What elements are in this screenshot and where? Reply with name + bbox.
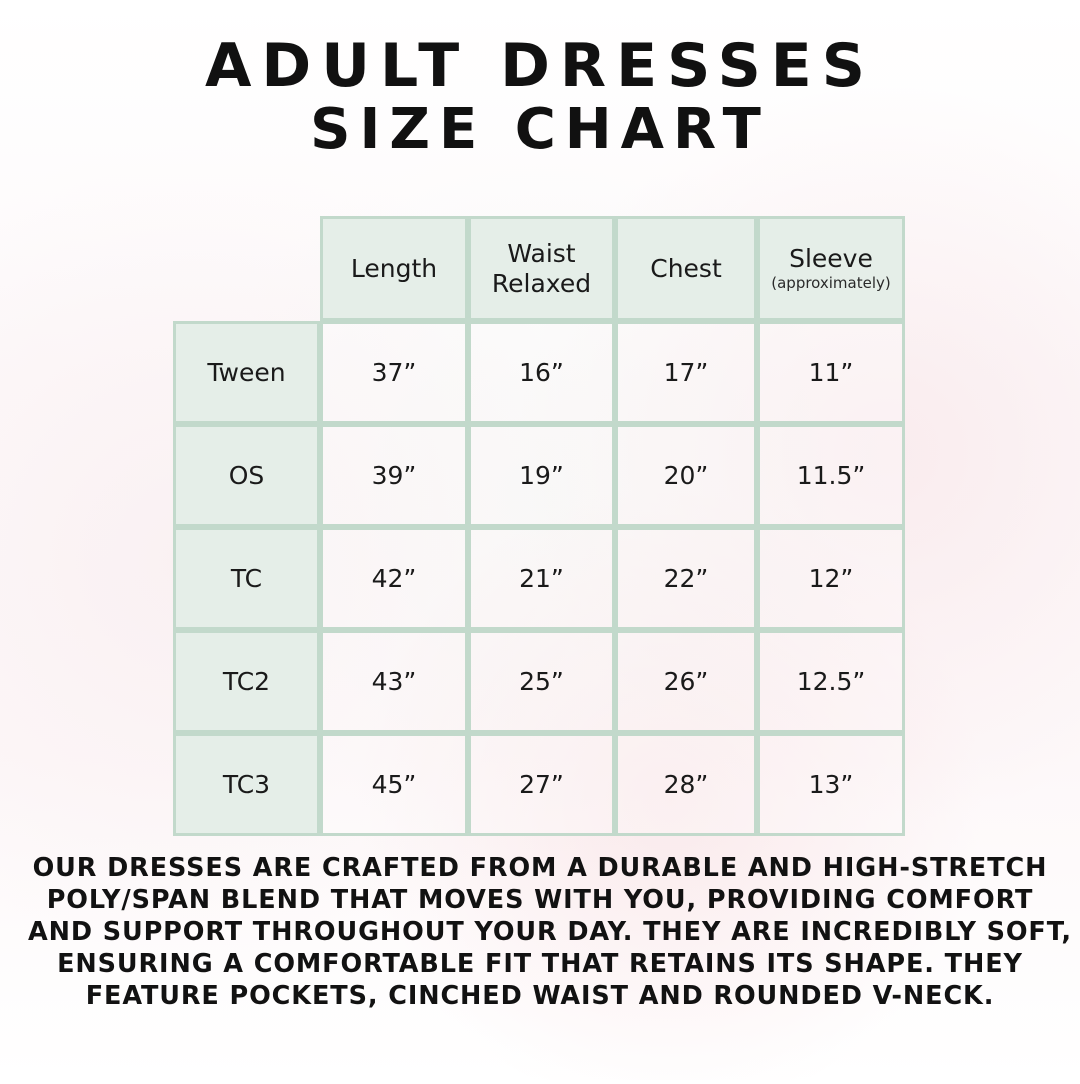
cell-sleeve: 11” — [757, 321, 905, 424]
cell-size: OS — [173, 424, 320, 527]
cell-chest: 20” — [615, 424, 757, 527]
cell-chest: 17” — [615, 321, 757, 424]
cell-length: 39” — [320, 424, 468, 527]
fabric-description: OUR DRESSES ARE CRAFTED FROM A DURABLE A… — [0, 852, 1080, 1012]
table-header-row: Length Waist Relaxed Chest Sleeve (appro… — [173, 216, 905, 321]
cell-size: Tween — [173, 321, 320, 424]
description-line: ENSURING A COMFORTABLE FIT THAT RETAINS … — [57, 949, 1023, 979]
cell-waist: 27” — [468, 733, 615, 836]
table-row: TC3 45” 27” 28” 13” — [173, 733, 905, 836]
description-line: FEATURE POCKETS, CINCHED WAIST AND ROUND… — [85, 981, 995, 1011]
cell-sleeve: 12” — [757, 527, 905, 630]
header-sleeve: Sleeve (approximately) — [757, 216, 905, 321]
cell-length: 37” — [320, 321, 468, 424]
table-row: TC 42” 21” 22” 12” — [173, 527, 905, 630]
table-row: OS 39” 19” 20” 11.5” — [173, 424, 905, 527]
size-chart-table-wrapper: Length Waist Relaxed Chest Sleeve (appro… — [173, 216, 905, 836]
description-line: AND SUPPORT THROUGHOUT YOUR DAY. THEY AR… — [28, 917, 1072, 947]
table-row: Tween 37” 16” 17” 11” — [173, 321, 905, 424]
header-waist-label-line2: Relaxed — [491, 268, 592, 298]
cell-chest: 22” — [615, 527, 757, 630]
description-line: OUR DRESSES ARE CRAFTED FROM A DURABLE A… — [32, 853, 1048, 883]
header-sleeve-label: Sleeve — [789, 244, 873, 274]
cell-waist: 21” — [468, 527, 615, 630]
cell-waist: 19” — [468, 424, 615, 527]
cell-size: TC3 — [173, 733, 320, 836]
cell-waist: 16” — [468, 321, 615, 424]
cell-size: TC — [173, 527, 320, 630]
title-line-1: ADULT DRESSES — [205, 31, 875, 101]
cell-sleeve: 11.5” — [757, 424, 905, 527]
header-waist-label-line1: Waist — [507, 239, 576, 268]
header-corner-blank — [173, 216, 320, 321]
header-waist-relaxed: Waist Relaxed — [468, 216, 615, 321]
header-chest-label: Chest — [650, 253, 722, 283]
description-line: POLY/SPAN BLEND THAT MOVES WITH YOU, PRO… — [46, 885, 1034, 915]
page-title: ADULT DRESSES SIZE CHART — [0, 34, 1080, 162]
cell-sleeve: 13” — [757, 733, 905, 836]
cell-length: 45” — [320, 733, 468, 836]
cell-length: 43” — [320, 630, 468, 733]
cell-chest: 28” — [615, 733, 757, 836]
cell-chest: 26” — [615, 630, 757, 733]
header-length-label: Length — [350, 253, 438, 283]
cell-length: 42” — [320, 527, 468, 630]
header-length: Length — [320, 216, 468, 321]
title-line-2: SIZE CHART — [310, 96, 770, 162]
cell-waist: 25” — [468, 630, 615, 733]
cell-size: TC2 — [173, 630, 320, 733]
cell-sleeve: 12.5” — [757, 630, 905, 733]
size-chart-table: Length Waist Relaxed Chest Sleeve (appro… — [173, 216, 905, 836]
header-chest: Chest — [615, 216, 757, 321]
header-sleeve-sublabel: (approximately) — [771, 273, 891, 292]
table-row: TC2 43” 25” 26” 12.5” — [173, 630, 905, 733]
